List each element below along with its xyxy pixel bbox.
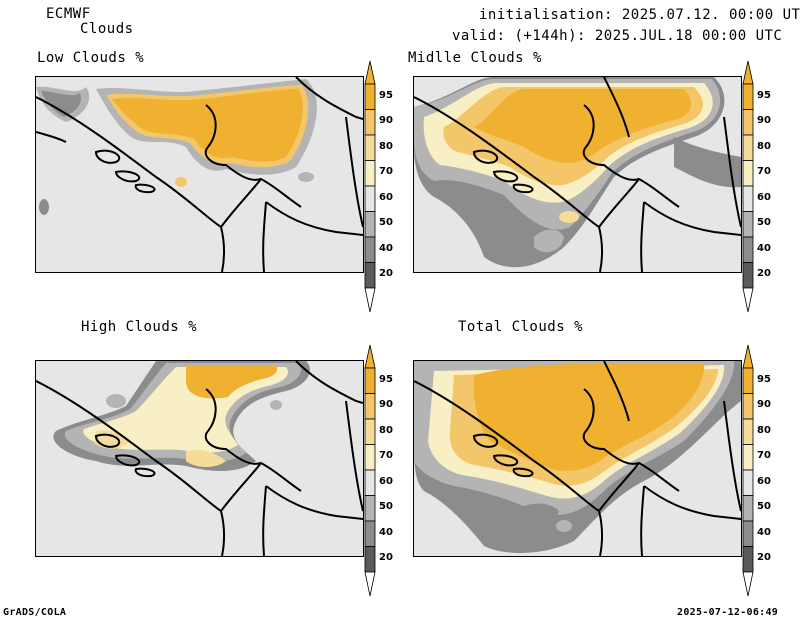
panel-title-total: Total Clouds % (458, 319, 584, 335)
colorbar-level-label: 80 (757, 140, 771, 152)
colorbar-segment (742, 367, 754, 394)
colorbar-segment (364, 134, 376, 161)
colorbar-segment (364, 495, 376, 522)
colorbar-level-label: 70 (379, 450, 393, 462)
colorbar-graphic (742, 60, 754, 313)
colorbar-segment (742, 418, 754, 445)
colorbar-level-label: 60 (757, 191, 771, 203)
colorbar-top-arrow (742, 344, 754, 369)
map-middle-clouds (413, 76, 742, 273)
colorbar-level-label: 80 (757, 424, 771, 436)
colorbar-segment (742, 444, 754, 471)
colorbar-segment (742, 83, 754, 110)
colorbar-graphic (364, 344, 376, 597)
colorbar-level-label: 60 (757, 475, 771, 487)
init-time: initialisation: 2025.07.12. 00:00 UTC (479, 7, 800, 23)
colorbar-level-label: 90 (379, 399, 393, 411)
colorbar-level-label: 20 (379, 268, 393, 280)
colorbar-level-label: 50 (757, 501, 771, 513)
colorbar-level-label: 70 (757, 450, 771, 462)
product-label: Clouds (80, 21, 134, 37)
colorbar-segment (742, 109, 754, 136)
colorbar-segment (364, 469, 376, 496)
colorbar-level-label: 80 (379, 140, 393, 152)
colorbar-level-label: 90 (379, 115, 393, 127)
colorbar-segment (742, 546, 754, 573)
footer-software: GrADS/COLA (3, 607, 67, 618)
colorbar-level-label: 95 (757, 373, 771, 385)
colorbar-segment (742, 393, 754, 420)
colorbar-top-arrow (742, 60, 754, 85)
colorbar-segment (364, 393, 376, 420)
colorbar-level-label: 40 (757, 242, 771, 254)
valid-time: valid: (+144h): 2025.JUL.18 00:00 UTC (452, 28, 783, 44)
colorbar-level-label: 95 (379, 89, 393, 101)
colorbar-bottom-arrow (742, 571, 754, 597)
colorbar-segment (742, 495, 754, 522)
colorbar-graphic (742, 344, 754, 597)
colorbar-bottom-arrow (364, 287, 376, 313)
colorbar-segment (742, 469, 754, 496)
colorbar-level-label: 70 (379, 166, 393, 178)
colorbar-segment (742, 185, 754, 212)
colorbar-segment (364, 109, 376, 136)
colorbar-segment (364, 444, 376, 471)
colorbar-bottom-arrow (742, 287, 754, 313)
colorbar-segment (364, 236, 376, 263)
colorbar-level-label: 60 (379, 475, 393, 487)
colorbar-level-label: 95 (379, 373, 393, 385)
colorbar-segment (742, 262, 754, 289)
colorbar-segment (364, 546, 376, 573)
colorbar-level-label: 90 (757, 399, 771, 411)
colorbar-level-label: 95 (757, 89, 771, 101)
map-low-clouds (35, 76, 364, 273)
colorbar-segment (364, 520, 376, 547)
colorbar-level-label: 80 (379, 424, 393, 436)
map-high-clouds (35, 360, 364, 557)
colorbar-level-label: 20 (757, 552, 771, 564)
colorbar-level-label: 40 (757, 526, 771, 538)
colorbar-segment (364, 418, 376, 445)
colorbar-level-label: 60 (379, 191, 393, 203)
colorbar-level-label: 50 (379, 217, 393, 229)
colorbar-segment (364, 211, 376, 238)
colorbar-level-label: 20 (757, 268, 771, 280)
colorbar-level-label: 40 (379, 242, 393, 254)
colorbar-segment (742, 520, 754, 547)
colorbar-level-label: 50 (757, 217, 771, 229)
colorbar-segment (364, 83, 376, 110)
colorbar-top-arrow (364, 60, 376, 85)
colorbar-bottom-arrow (364, 571, 376, 597)
colorbar-segment (364, 262, 376, 289)
colorbar-segment (364, 160, 376, 187)
colorbar-segment (742, 134, 754, 161)
panel-title-low: Low Clouds % (37, 50, 145, 66)
colorbar-level-label: 20 (379, 552, 393, 564)
panel-title-high: High Clouds % (81, 319, 198, 335)
footer-timestamp: 2025-07-12-06:49 (677, 607, 779, 618)
model-label: ECMWF (46, 6, 91, 22)
colorbar-segment (364, 185, 376, 212)
colorbar-level-label: 90 (757, 115, 771, 127)
colorbar-graphic (364, 60, 376, 313)
colorbar-level-label: 40 (379, 526, 393, 538)
colorbar-level-label: 50 (379, 501, 393, 513)
map-total-clouds (413, 360, 742, 557)
colorbar-level-label: 70 (757, 166, 771, 178)
colorbar-segment (742, 160, 754, 187)
colorbar-top-arrow (364, 344, 376, 369)
colorbar-segment (742, 211, 754, 238)
colorbar-segment (742, 236, 754, 263)
colorbar-segment (364, 367, 376, 394)
panel-title-middle: Midlle Clouds % (408, 50, 542, 66)
